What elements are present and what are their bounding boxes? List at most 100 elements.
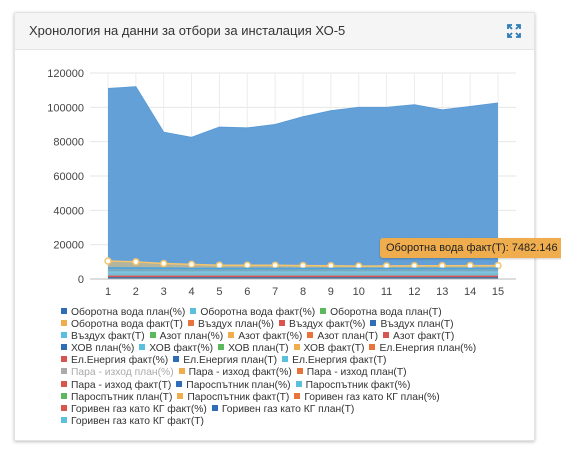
x-tick-label: 8 [300,286,306,298]
legend-swatch [278,320,285,327]
legend-swatch [218,344,225,351]
legend-label: Оборотна вода факт(%) [200,307,316,318]
legend-label: Горивен газ като КГ план(Т) [221,403,355,415]
series-point [215,261,224,270]
legend-item[interactable]: Азот план(%) [149,331,224,343]
area-series-0 [108,86,498,279]
legend-item[interactable]: Пароспътник план(Т) [61,392,172,404]
series-point [243,261,252,270]
legend-swatch [282,356,289,363]
legend-row: Горивен газ като КГ факт(Т) [61,416,531,428]
legend-item[interactable]: Горивен газ като КГ факт(%) [61,404,207,416]
card-header: Хронология на данни за отбори за инстала… [15,13,534,50]
legend-item[interactable]: Ел.Енергия факт(%) [61,355,168,367]
legend-item[interactable]: ХОВ план(%) [61,343,134,355]
legend-label: Въздух факт(Т) [71,331,145,343]
legend-item[interactable]: Горивен газ като КГ факт(Т) [61,416,204,428]
legend-label: Азот план(%) [159,331,224,343]
legend-label: Ел.Енергия план(%) [379,343,477,355]
legend-label: Пара - изход план(Т) [306,367,407,379]
legend-row: Въздух факт(Т) Азот план(%) Азот факт(%) Аз… [61,331,531,343]
legend-label: Оборотна вода план(Т) [330,307,442,318]
series-point [132,258,140,266]
line-series-0 [107,86,499,138]
legend-item[interactable]: Пара - изход план(Т) [296,367,407,379]
x-tick-label: 13 [436,286,448,298]
x-tick-label: 11 [381,286,392,298]
legend-item[interactable]: Азот факт(Т) [383,331,454,343]
legend-label: Пароспътник план(Т) [71,391,173,403]
legend-row: Горивен газ като КГ факт(%) Горивен газ к… [61,404,531,416]
legend-row: ХОВ план(%) ХОВ факт(%) ХОВ план(Т) ХОВ фак… [61,343,531,355]
expand-arrows-icon[interactable] [506,23,522,39]
legend-item[interactable]: Горивен газ като КГ план(%) [294,392,440,404]
x-tick-label: 14 [464,286,476,298]
legend-swatch [139,344,146,351]
y-tick-label: 60000 [53,171,84,183]
legend-item[interactable]: Пара - изход факт(Т) [61,380,171,392]
legend-item[interactable]: Въздух факт(%) [278,319,365,331]
legend-item[interactable]: Въздух план(%) [187,319,274,331]
legend-item[interactable]: Ел.Енергия план(Т) [173,355,277,367]
legend-label: ХОВ факт(%) [149,343,214,355]
legend-label: Горивен газ като КГ факт(%) [71,403,207,415]
legend-row: Оборотна вода факт(Т) Въздух план(%) Възду… [61,319,531,331]
y-tick-label: 40000 [53,205,84,217]
legend-item[interactable]: Пара - изход факт(%) [178,367,292,379]
legend-item[interactable]: ХОВ факт(%) [139,343,213,355]
series-point [104,257,112,265]
legend-swatch [294,392,301,399]
legend-swatch [211,404,218,411]
legend-item[interactable]: Пароспътник факт(Т) [177,392,289,404]
legend-item[interactable]: Оборотна вода факт(%) [190,307,315,319]
legend-item[interactable]: ХОВ план(Т) [218,343,289,355]
legend-item[interactable]: Ел.Енергия факт(Т) [282,355,386,367]
legend-swatch [176,380,183,387]
chart-legend: Оборотна вода план(%) Оборотна вода факт(… [61,307,531,428]
legend-row: Пароспътник план(Т) Пароспътник факт(Т) Го… [61,392,531,404]
legend-item[interactable]: Пара - изход план(%) [61,367,174,379]
legend-label: Азот факт(Т) [393,331,455,343]
y-tick-label: 80000 [53,137,84,149]
y-tick-label: 120000 [47,68,84,80]
legend-label: Ел.Енергия план(Т) [183,355,278,367]
legend-swatch [370,320,377,327]
legend-item[interactable]: Пароспътник факт(%) [295,380,410,392]
chart-area: 0 20000 40000 60000 80000 100000 120000 1 2 3 4 5 6 7… [19,57,527,307]
x-tick-label: 3 [161,286,167,298]
legend-item[interactable]: Оборотна вода факт(Т) [61,319,183,331]
legend-item[interactable]: Въздух факт(Т) [61,331,145,343]
legend-label: Въздух план(Т) [380,319,454,331]
legend-item[interactable]: Пароспътник план(%) [176,379,291,392]
card-title: Хронология на данни за отбори за инстала… [29,23,346,38]
legend-swatch [293,344,300,351]
legend-swatch [61,404,67,411]
legend-label: Азот факт(%) [238,331,303,343]
legend-label: Пароспътник план(%) [186,379,291,391]
legend-item[interactable]: Азот факт(%) [228,331,302,343]
series-point [159,259,168,268]
legend-item[interactable]: Ел.Енергия план(%) [369,343,476,355]
legend-swatch [61,380,67,387]
legend-item[interactable]: ХОВ факт(Т) [293,343,364,355]
legend-swatch [307,332,314,339]
legend-label: ХОВ план(%) [71,343,135,355]
legend-label: Азот план(Т) [317,331,379,343]
legend-swatch [296,368,303,375]
x-tick-label: 4 [189,286,195,298]
legend-item[interactable]: Азот план(Т) [307,331,378,343]
legend-label: Ел.Енергия факт(%) [71,355,169,367]
legend-item[interactable]: Оборотна вода план(%) [61,307,185,319]
x-tick-label: 12 [408,286,420,298]
legend-row: Пара - изход план(%) Пара - изход факт(%)… [61,367,531,379]
x-tick-label: 5 [216,286,222,298]
legend-item[interactable]: Въздух план(Т) [370,319,454,331]
series-point [187,260,196,269]
legend-item[interactable]: Горивен газ като КГ план(Т) [211,403,355,416]
y-tick-label: 0 [78,274,84,286]
legend-item[interactable]: Оборотна вода план(Т) [320,307,442,319]
legend-swatch [61,344,67,351]
legend-swatch [173,356,180,363]
y-tick-label: 20000 [53,240,84,252]
